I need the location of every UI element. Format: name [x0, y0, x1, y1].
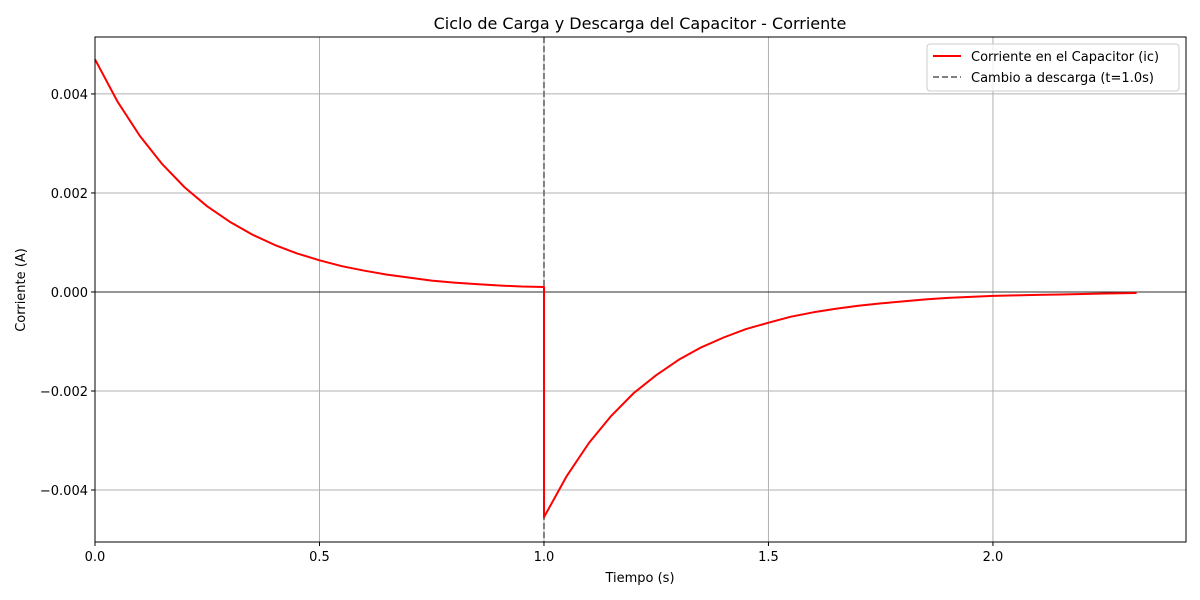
- x-ticks: 0.0 0.5 1.0 1.5 2.0: [85, 542, 1004, 565]
- y-tick-label: −0.002: [40, 385, 88, 400]
- chart-title: Ciclo de Carga y Descarga del Capacitor …: [434, 14, 847, 33]
- y-tick-label: −0.004: [40, 484, 88, 499]
- series-group: [94, 58, 1137, 519]
- y-tick-label: 0.002: [51, 187, 88, 202]
- y-tick-label: 0.000: [51, 286, 88, 301]
- y-tick-label: 0.004: [51, 88, 88, 103]
- plot-frame: [94, 36, 1187, 543]
- x-tick-label: 1.0: [534, 550, 555, 565]
- x-tick-label: 1.5: [758, 550, 779, 565]
- legend-box: [926, 43, 1180, 92]
- x-tick-label: 2.0: [983, 550, 1004, 565]
- grid: [94, 37, 1186, 542]
- x-tick-label: 0.0: [85, 550, 106, 565]
- x-tick-label: 0.5: [309, 550, 330, 565]
- x-axis-label: Tiempo (s): [604, 571, 674, 586]
- legend-label-series: Corriente en el Capacitor (ic): [971, 50, 1159, 65]
- y-ticks: −0.004 −0.002 0.000 0.002 0.004: [40, 88, 95, 499]
- y-axis-label: Corriente (A): [14, 248, 29, 332]
- legend-label-vline: Cambio a descarga (t=1.0s): [971, 71, 1154, 86]
- series-line-corriente: [94, 58, 1137, 519]
- legend: Corriente en el Capacitor (ic) Cambio a …: [926, 43, 1180, 92]
